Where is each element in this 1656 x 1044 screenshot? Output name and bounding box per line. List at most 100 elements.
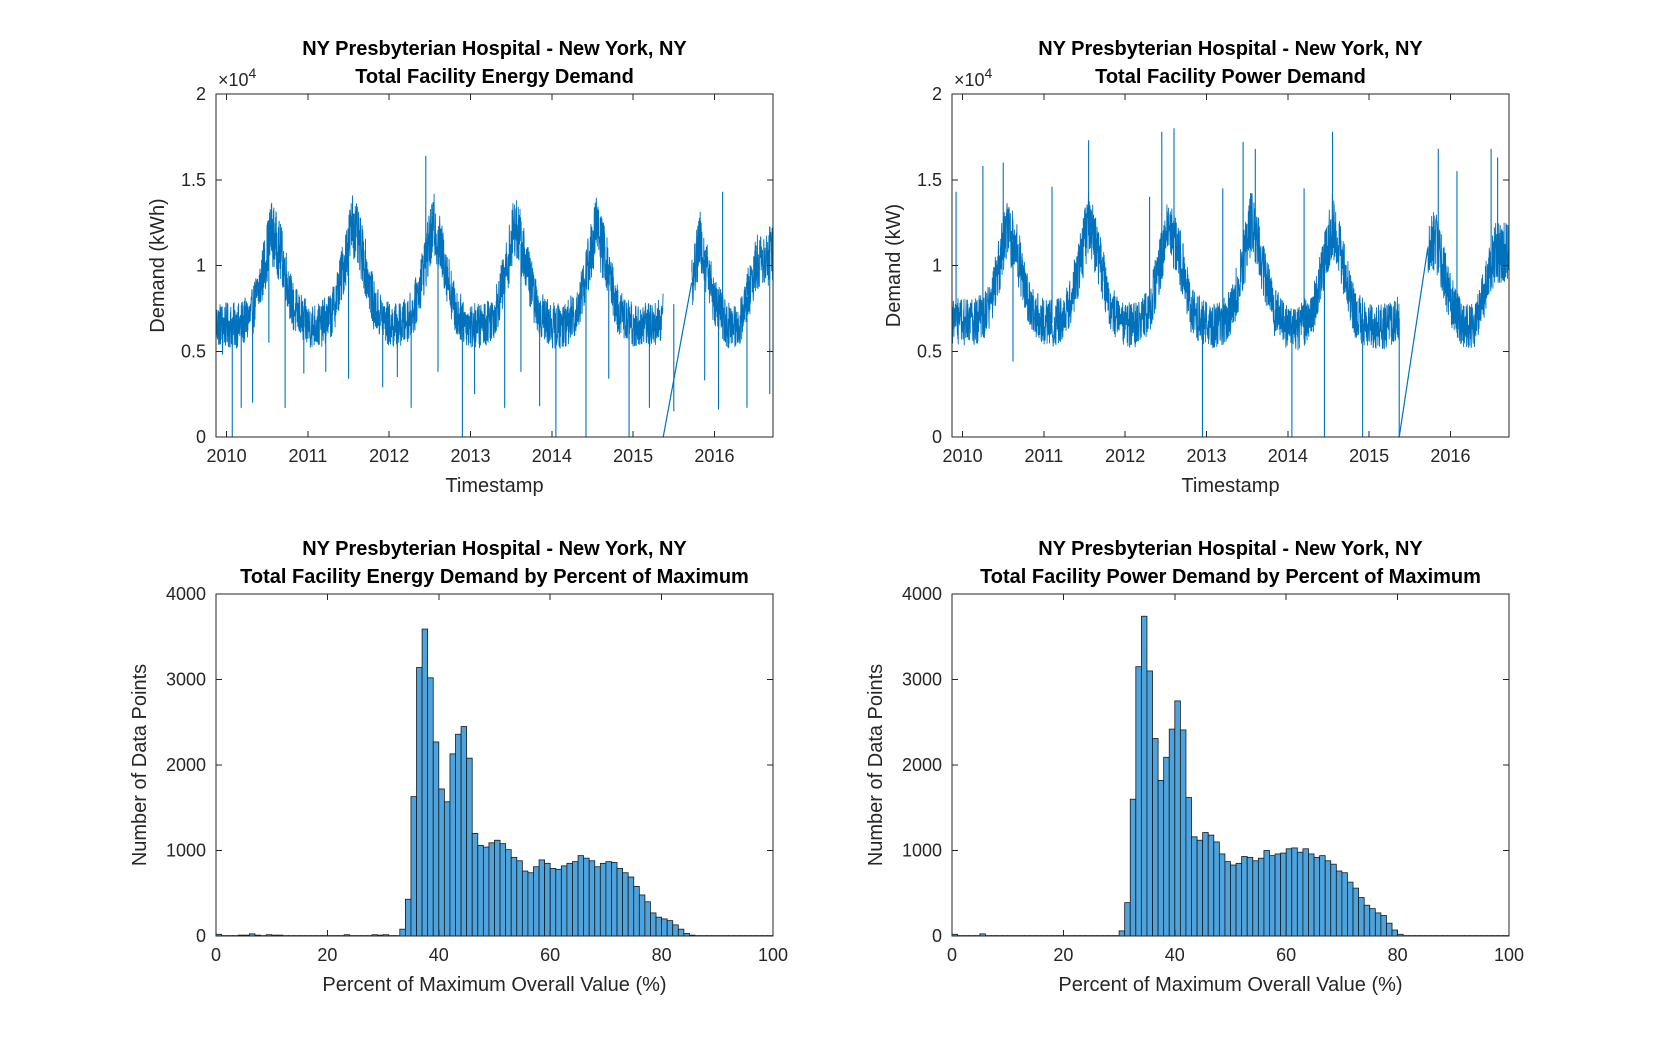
- histogram-bar: [1319, 855, 1326, 937]
- y-tick-label: 2000: [166, 755, 206, 775]
- x-tick-label: 2013: [450, 446, 490, 466]
- y-tick-label: 3000: [166, 670, 206, 690]
- x-tick-label: 2015: [1349, 446, 1389, 466]
- y-exponent-label: ×104: [954, 65, 993, 90]
- x-tick-label: 40: [429, 945, 449, 965]
- histogram-bar: [1202, 832, 1209, 937]
- histogram-bar: [1118, 930, 1126, 937]
- x-axis-label: Timestamp: [1181, 475, 1279, 497]
- histogram-bar: [471, 833, 479, 937]
- histogram-bar: [1252, 860, 1259, 937]
- histogram-bar: [410, 796, 417, 937]
- histogram-bar: [449, 753, 456, 937]
- x-tick-label: 100: [1494, 945, 1524, 965]
- x-tick-label: 2011: [1025, 446, 1064, 466]
- histogram-bar: [1313, 856, 1321, 937]
- histogram-bar: [1391, 929, 1399, 937]
- x-tick-label: 80: [652, 945, 672, 965]
- y-tick-label: 1: [196, 256, 206, 276]
- histogram-bar: [1308, 853, 1315, 937]
- x-tick-label: 2011: [289, 446, 328, 466]
- y-tick-label: 1000: [166, 841, 206, 861]
- histogram-bar: [1207, 834, 1215, 937]
- histogram-bar: [588, 860, 596, 937]
- histogram-bar: [1230, 864, 1237, 937]
- histogram-bar: [1218, 853, 1226, 937]
- histogram-bar: [466, 757, 473, 937]
- demand-series-trace: [952, 192, 1509, 351]
- x-tick-label: 60: [1276, 945, 1296, 965]
- x-tick-label: 2012: [369, 446, 409, 466]
- histogram-bar: [1352, 887, 1360, 937]
- histogram-bar: [1246, 856, 1254, 937]
- y-tick-label: 4000: [166, 584, 206, 604]
- histogram-bar: [594, 866, 601, 937]
- y-tick-label: 1: [932, 256, 942, 276]
- plot-area: [216, 155, 773, 437]
- histogram-bar: [1224, 861, 1231, 937]
- y-tick-label: 0: [196, 427, 206, 447]
- histogram-bar: [499, 843, 507, 937]
- histogram-bar: [477, 844, 484, 937]
- y-exponent-label: ×104: [218, 65, 257, 90]
- histogram-bars: [951, 615, 1510, 937]
- histogram-bar: [443, 801, 451, 937]
- histogram-bar: [488, 842, 495, 937]
- histogram-bar: [1269, 855, 1276, 937]
- x-tick-label: 80: [1388, 945, 1408, 965]
- histogram-bar: [1235, 862, 1243, 937]
- histogram-bar: [516, 860, 523, 937]
- histogram-bar: [1135, 666, 1142, 937]
- y-tick-label: 0: [932, 427, 942, 447]
- x-axis-label: Percent of Maximum Overall Value (%): [1058, 974, 1402, 996]
- y-tick-label: 0: [196, 926, 206, 946]
- x-tick-label: 2016: [694, 446, 734, 466]
- y-tick-label: 4000: [902, 584, 942, 604]
- histogram-bar: [555, 868, 562, 937]
- histogram-bar: [638, 894, 646, 937]
- histogram-bar: [438, 788, 445, 937]
- y-tick-label: 1.5: [917, 170, 942, 190]
- exponent-base: ×10: [954, 70, 985, 90]
- histogram-bar: [1358, 897, 1365, 937]
- gap-interpolation-line: [662, 282, 693, 437]
- histogram-bar: [661, 918, 668, 937]
- plot-area: [952, 128, 1509, 437]
- x-tick-label: 20: [1053, 945, 1073, 965]
- demand-series-trace: [216, 193, 773, 349]
- x-tick-label: 2015: [613, 446, 653, 466]
- x-tick-label: 40: [1165, 945, 1185, 965]
- histogram-bar: [1140, 615, 1148, 937]
- histogram-bar: [1179, 729, 1187, 937]
- histogram-bar: [666, 920, 674, 937]
- histogram-bar: [605, 861, 612, 937]
- histogram-bar: [583, 857, 590, 937]
- histogram-bar: [1330, 863, 1337, 937]
- histogram-bar: [1369, 908, 1376, 937]
- histogram-bar: [566, 862, 573, 937]
- histogram-bar: [510, 856, 518, 937]
- exponent-power: 4: [985, 65, 993, 81]
- y-axis-label: Number of Data Points: [129, 664, 151, 866]
- gap-interpolation-line: [1398, 248, 1429, 437]
- x-tick-label: 60: [540, 945, 560, 965]
- histogram-bar: [427, 677, 434, 937]
- x-tick-label: 0: [211, 945, 221, 965]
- histogram-bar: [549, 868, 557, 937]
- y-tick-label: 0.5: [917, 341, 942, 361]
- histogram-bar: [1191, 836, 1198, 937]
- histogram-bar: [1285, 848, 1293, 937]
- histogram-bar: [432, 741, 440, 937]
- histogram-bar: [572, 861, 579, 937]
- x-axis-label: Timestamp: [445, 475, 543, 497]
- x-tick-label: 100: [758, 945, 788, 965]
- histogram-bar: [1335, 870, 1343, 937]
- y-tick-label: 2000: [902, 755, 942, 775]
- histogram-bar: [644, 901, 651, 937]
- histogram-bar: [1263, 850, 1270, 937]
- chart-title-line2: Total Facility Power Demand by Percent o…: [980, 566, 1481, 588]
- chart-title-line1: NY Presbyterian Hospital - New York, NY: [302, 38, 687, 60]
- x-tick-label: 2014: [1268, 446, 1308, 466]
